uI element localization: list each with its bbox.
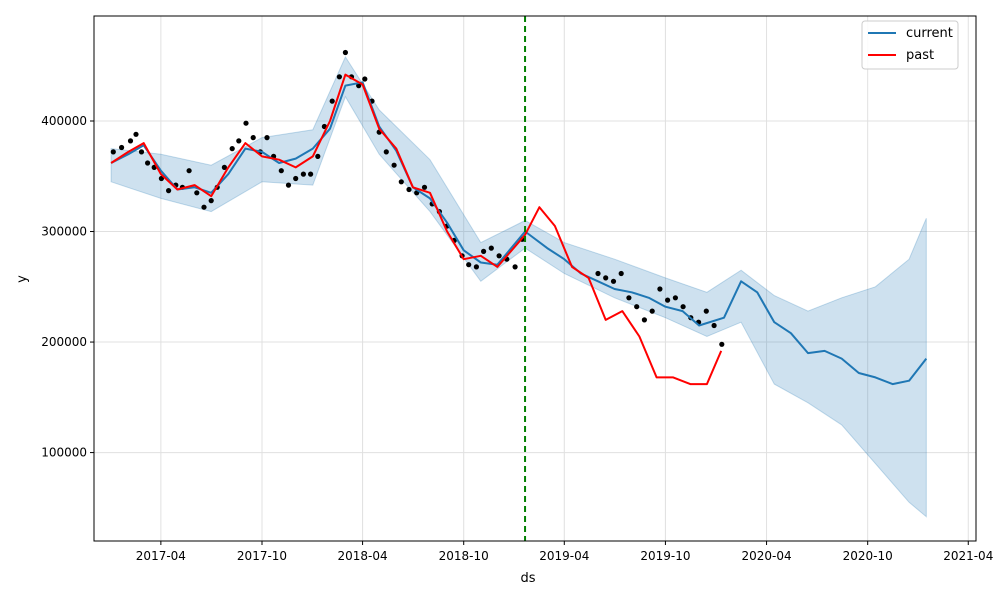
y-tick-label: 400000 xyxy=(41,114,87,128)
x-tick-label: 2017-10 xyxy=(237,549,287,563)
observed-point xyxy=(603,275,609,281)
legend-label-past: past xyxy=(906,48,934,63)
observed-points xyxy=(110,49,725,347)
plot-background xyxy=(94,16,976,541)
observed-point xyxy=(166,188,172,194)
y-tick-label: 300000 xyxy=(41,225,87,239)
y-axis-label: y xyxy=(15,275,30,283)
observed-point xyxy=(391,162,397,168)
uncertainty-band xyxy=(110,55,927,518)
observed-point xyxy=(342,49,348,56)
observed-point xyxy=(641,317,648,323)
legend: current past xyxy=(861,20,959,70)
series-line-past xyxy=(110,73,723,386)
observed-point xyxy=(158,175,164,182)
x-tick-label: 2020-10 xyxy=(843,549,893,563)
observed-point xyxy=(138,149,145,155)
observed-point xyxy=(194,190,200,196)
x-tick-label: 2021-04 xyxy=(943,549,993,563)
observed-point xyxy=(236,138,242,144)
observed-point xyxy=(680,304,686,310)
observed-point xyxy=(133,131,139,137)
observed-point xyxy=(665,297,671,303)
observed-point xyxy=(703,308,709,314)
observed-point xyxy=(672,295,679,301)
observed-point xyxy=(711,322,717,329)
observed-point xyxy=(383,149,389,155)
observed-point xyxy=(496,253,502,259)
x-tick-label: 2019-10 xyxy=(640,549,690,563)
observed-point xyxy=(466,262,472,268)
observed-point xyxy=(398,179,404,185)
legend-label-current: current xyxy=(906,26,953,41)
observed-point xyxy=(145,160,151,166)
observed-point xyxy=(201,204,207,210)
observed-point xyxy=(719,341,725,347)
uncertainty-band-area xyxy=(110,55,927,518)
observed-point xyxy=(473,264,479,270)
x-tick-label: 2018-04 xyxy=(338,549,388,563)
observed-point xyxy=(634,304,640,310)
observed-point xyxy=(315,153,321,159)
observed-point xyxy=(362,76,368,82)
observed-point xyxy=(618,270,624,277)
observed-point xyxy=(512,264,518,270)
x-tick-label: 2019-04 xyxy=(539,549,589,563)
observed-point xyxy=(229,146,235,152)
observed-point xyxy=(264,135,270,141)
observed-point xyxy=(308,171,314,177)
observed-point xyxy=(336,74,342,80)
observed-point xyxy=(127,138,134,144)
observed-point xyxy=(421,184,428,190)
x-axis-ticks: 2017-04 2017-10 2018-04 2018-10 2019-04 2019-… xyxy=(136,541,993,563)
observed-point xyxy=(406,186,412,193)
observed-point xyxy=(110,149,116,155)
grid xyxy=(94,16,976,541)
observed-point xyxy=(649,308,655,314)
x-axis-label: ds xyxy=(520,571,535,586)
series-lines xyxy=(110,73,928,386)
observed-point xyxy=(221,164,227,170)
y-axis-ticks: 100000 200000 300000 400000 xyxy=(41,114,94,460)
observed-point xyxy=(278,168,284,174)
observed-point xyxy=(610,278,617,284)
series-line-current xyxy=(110,81,928,386)
observed-point xyxy=(285,182,292,188)
observed-point xyxy=(488,245,494,251)
observed-point xyxy=(657,286,663,292)
observed-point xyxy=(329,98,335,104)
observed-point xyxy=(300,171,306,177)
y-tick-label: 100000 xyxy=(41,446,87,460)
observed-point xyxy=(186,168,192,174)
observed-point xyxy=(208,198,214,204)
observed-point xyxy=(595,270,601,277)
observed-point xyxy=(250,135,256,141)
observed-point xyxy=(293,175,299,182)
x-tick-label: 2020-04 xyxy=(741,549,791,563)
plot-frame xyxy=(93,15,977,542)
observed-point xyxy=(481,248,487,254)
x-tick-label: 2017-04 xyxy=(136,549,186,563)
observed-point xyxy=(243,120,249,126)
x-tick-label: 2018-10 xyxy=(439,549,489,563)
y-tick-label: 200000 xyxy=(41,335,87,349)
observed-point xyxy=(119,144,125,151)
observed-point xyxy=(626,295,632,301)
